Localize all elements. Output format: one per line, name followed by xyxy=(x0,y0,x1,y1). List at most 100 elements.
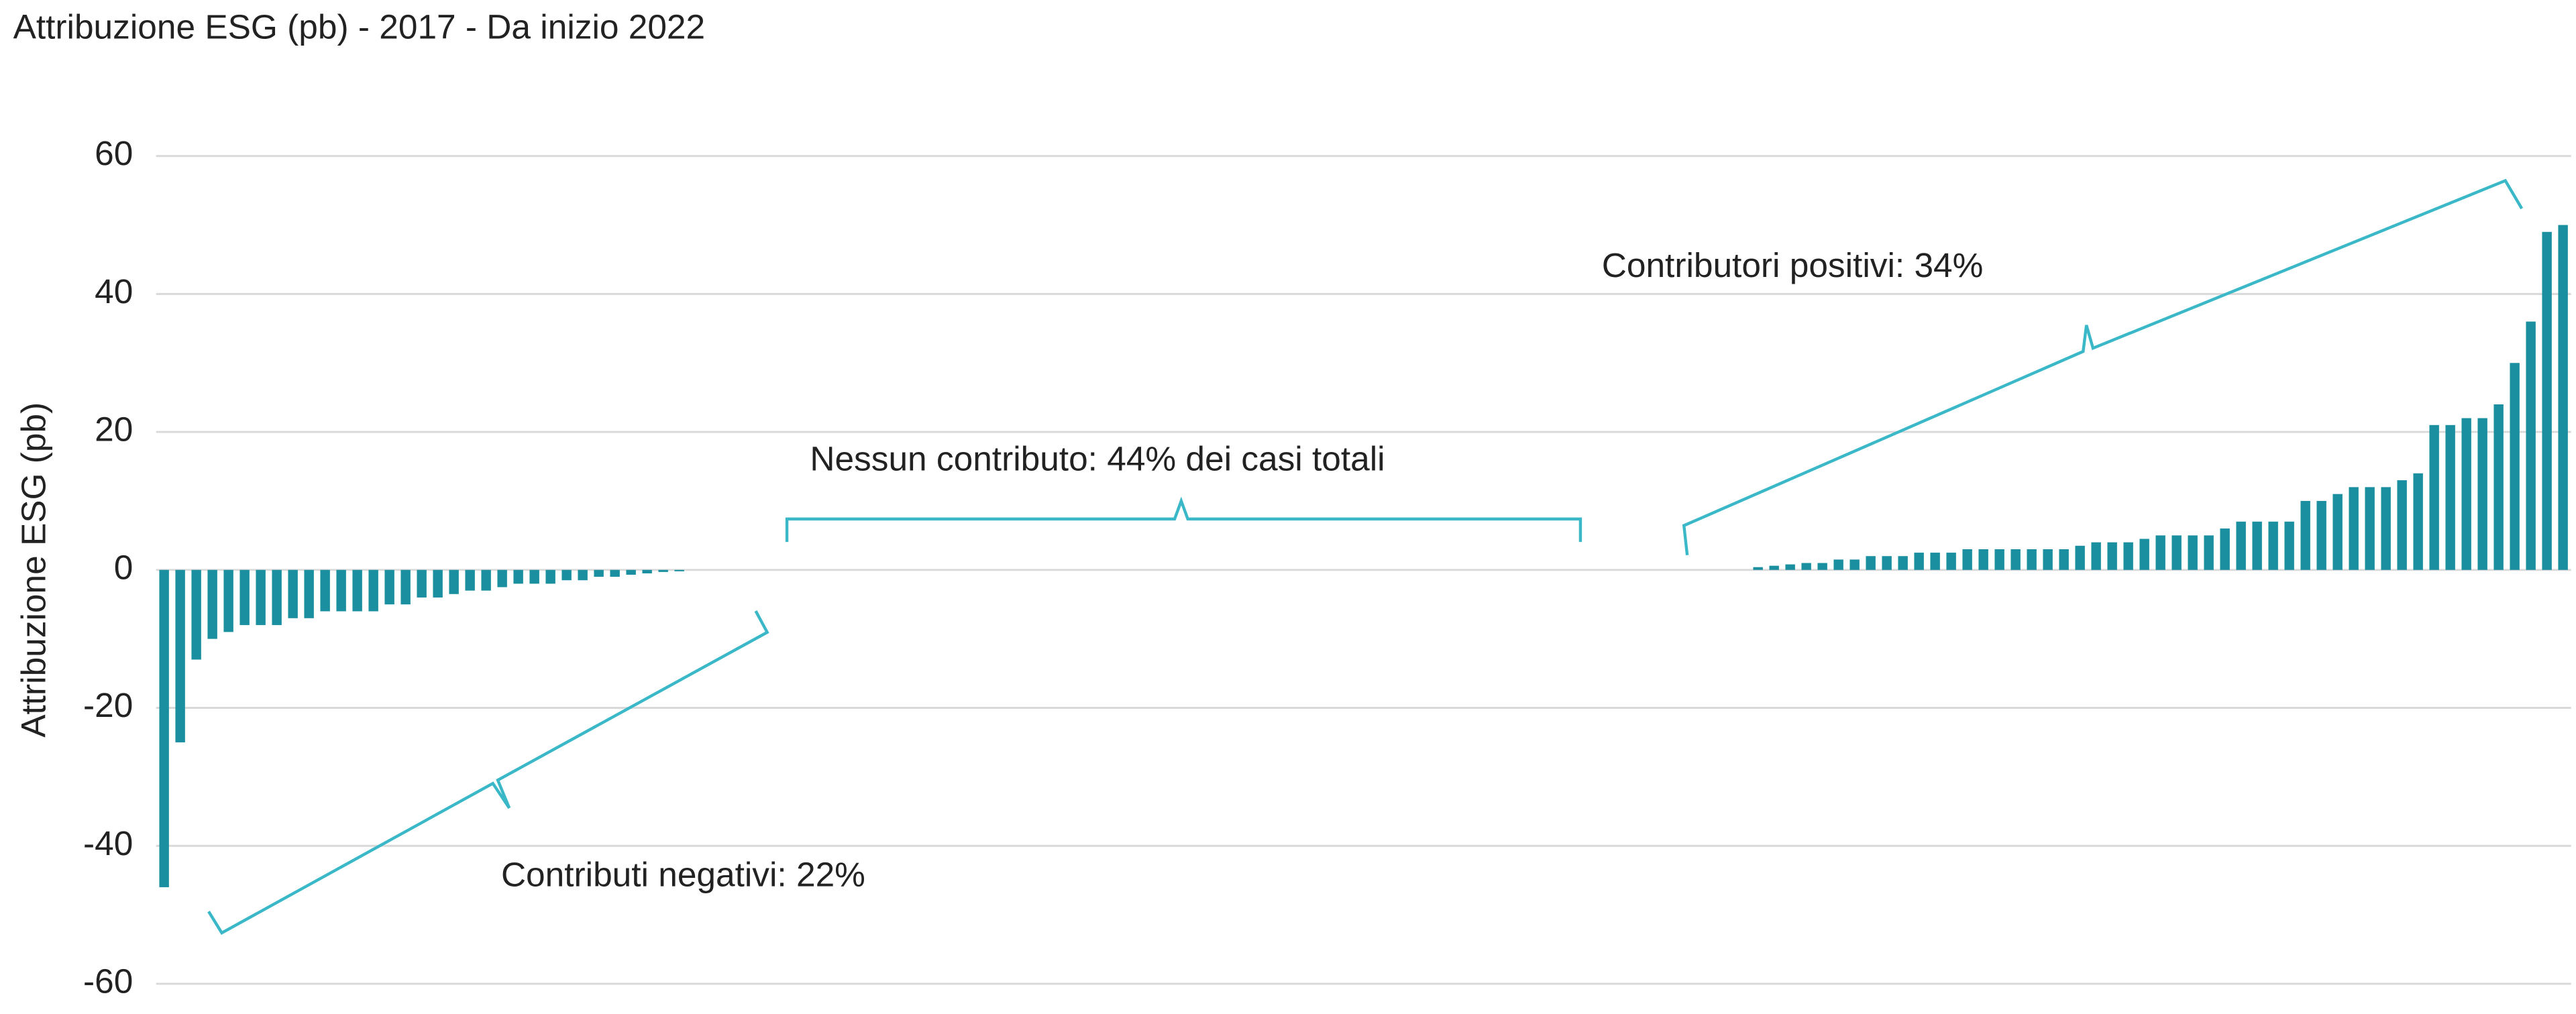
bar xyxy=(2413,473,2423,570)
bar xyxy=(159,569,169,887)
bar xyxy=(2027,549,2037,570)
bar xyxy=(2188,535,2198,570)
bar xyxy=(207,569,217,639)
bar xyxy=(239,569,250,626)
y-tick-label: -20 xyxy=(83,685,133,724)
bar xyxy=(384,569,394,605)
bar xyxy=(2542,231,2552,570)
bar xyxy=(417,569,427,598)
bar xyxy=(352,569,362,612)
bar xyxy=(2316,500,2326,570)
bar xyxy=(1962,549,1972,570)
bar xyxy=(561,569,572,581)
bar xyxy=(2526,321,2536,570)
y-tick-label: 20 xyxy=(95,410,133,449)
bar xyxy=(2381,487,2391,570)
bar xyxy=(2139,539,2149,570)
bar xyxy=(1994,549,2004,570)
bar xyxy=(2461,418,2471,570)
bar xyxy=(2284,521,2294,570)
bar xyxy=(1866,556,1876,570)
bar xyxy=(368,569,378,612)
bar xyxy=(191,569,201,660)
bar xyxy=(2155,535,2165,570)
bar xyxy=(578,569,588,581)
bar xyxy=(2107,542,2117,570)
bar xyxy=(2171,535,2182,570)
bar xyxy=(2220,528,2230,570)
bar xyxy=(2091,542,2101,570)
annotation: Nessun contributo: 44% dei casi totali xyxy=(810,439,1385,478)
bar xyxy=(449,569,459,594)
bar xyxy=(529,569,539,584)
bar xyxy=(2429,425,2439,570)
bar xyxy=(1817,563,1827,570)
bar xyxy=(223,569,233,632)
bar xyxy=(288,569,298,618)
bracket xyxy=(207,610,769,935)
bar xyxy=(2510,363,2520,570)
bar xyxy=(2236,521,2246,570)
y-tick-label: -40 xyxy=(83,824,133,862)
bar xyxy=(545,569,555,584)
bar xyxy=(2268,521,2278,570)
bar xyxy=(256,569,266,626)
bar xyxy=(2349,487,2359,570)
bar xyxy=(320,569,330,612)
bar xyxy=(433,569,443,598)
chart-title: Attribuzione ESG (pb) - 2017 - Da inizio… xyxy=(13,7,706,46)
bar xyxy=(1769,565,1779,570)
bar xyxy=(626,569,636,575)
y-tick-label: 0 xyxy=(114,547,133,586)
bar xyxy=(2123,542,2133,570)
bar xyxy=(594,569,604,577)
annotation: Contributori positivi: 34% xyxy=(1602,245,1984,284)
bar xyxy=(2204,535,2214,570)
bar xyxy=(674,569,684,571)
y-tick-label: -60 xyxy=(83,962,133,1001)
bar xyxy=(336,569,346,612)
bracket xyxy=(1682,178,2524,555)
bar xyxy=(2300,500,2310,570)
y-axis-label: Attribuzione ESG (pb) xyxy=(13,402,52,738)
bar xyxy=(1978,549,1988,570)
bar xyxy=(400,569,411,605)
bar xyxy=(1801,563,1811,570)
bar xyxy=(658,569,668,572)
bar xyxy=(2043,549,2053,570)
bar xyxy=(2010,549,2021,570)
bar xyxy=(1882,556,1892,570)
bar xyxy=(1898,556,1908,570)
bar xyxy=(1914,553,1924,570)
bar xyxy=(2493,404,2504,570)
annotation: Contributi negativi: 22% xyxy=(501,854,865,893)
bar xyxy=(513,569,523,584)
bar xyxy=(2252,521,2262,570)
bar xyxy=(1833,559,1843,570)
bar xyxy=(2365,487,2375,570)
bar xyxy=(2397,480,2407,570)
bar xyxy=(272,569,282,626)
bar xyxy=(2075,545,2085,570)
bar xyxy=(497,569,507,587)
bar xyxy=(465,569,475,591)
bar xyxy=(1946,553,1956,570)
bar xyxy=(1753,567,1763,570)
bar xyxy=(2558,225,2568,570)
bar xyxy=(2445,425,2455,570)
y-tick-label: 60 xyxy=(95,133,133,172)
bar xyxy=(1785,564,1795,570)
bar xyxy=(610,569,620,577)
bar xyxy=(481,569,491,591)
bar xyxy=(642,569,652,573)
bar xyxy=(304,569,314,618)
y-tick-label: 40 xyxy=(95,272,133,311)
bar xyxy=(2059,549,2069,570)
bar xyxy=(175,569,185,742)
bracket xyxy=(785,496,1582,543)
bar xyxy=(1930,553,1940,570)
bar xyxy=(2332,494,2343,570)
bar xyxy=(2477,418,2487,570)
bar xyxy=(1849,559,1860,570)
